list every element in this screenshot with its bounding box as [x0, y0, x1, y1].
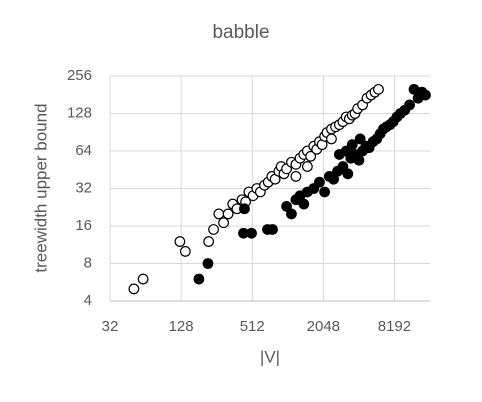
point: [420, 89, 431, 101]
x-tick-label: 8192: [378, 318, 411, 335]
point: [137, 273, 149, 285]
point: [337, 161, 349, 172]
point: [286, 208, 297, 220]
y-tick-label: 4: [84, 292, 92, 309]
point: [319, 186, 331, 198]
point: [404, 99, 415, 111]
point: [314, 176, 325, 188]
y-axis-label: treewidth upper bound: [31, 103, 50, 272]
point: [208, 224, 219, 235]
y-tick-label: 16: [75, 217, 92, 234]
y-tick-label: 32: [75, 179, 92, 196]
point: [373, 83, 384, 95]
point: [353, 154, 365, 166]
x-tick-label: 128: [169, 318, 194, 335]
point: [193, 273, 205, 285]
point: [290, 171, 302, 182]
point: [246, 227, 257, 239]
x-axis-label: |V|: [260, 347, 280, 366]
point: [239, 203, 250, 215]
y-tick-label: 128: [67, 104, 92, 121]
point: [222, 208, 234, 220]
point: [281, 200, 292, 212]
chart-title: babble: [212, 22, 269, 43]
x-tick-label: 32: [102, 318, 119, 335]
point: [213, 208, 225, 220]
point: [218, 217, 229, 229]
point: [179, 246, 191, 257]
point: [203, 236, 215, 247]
x-tick-label: 2048: [307, 318, 340, 335]
point: [202, 258, 214, 269]
point: [346, 139, 358, 151]
point: [267, 224, 278, 235]
point: [354, 133, 366, 145]
point: [128, 283, 140, 295]
point: [298, 198, 310, 210]
point: [326, 133, 337, 145]
y-tick-label: 64: [75, 142, 92, 159]
y-tick-label: 8: [84, 254, 92, 271]
x-tick-label: 512: [240, 318, 265, 335]
point: [174, 236, 186, 247]
point: [301, 161, 313, 172]
point: [342, 168, 354, 180]
y-tick-label: 256: [67, 67, 92, 84]
point: [305, 150, 317, 162]
